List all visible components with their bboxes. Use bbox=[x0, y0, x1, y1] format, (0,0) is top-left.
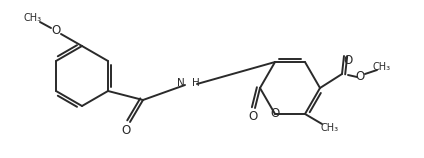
Text: O: O bbox=[51, 24, 61, 37]
Text: O: O bbox=[271, 107, 279, 121]
Text: O: O bbox=[343, 55, 353, 67]
Text: O: O bbox=[121, 124, 131, 137]
Text: H: H bbox=[192, 78, 200, 88]
Text: CH₃: CH₃ bbox=[321, 123, 339, 133]
Text: N: N bbox=[177, 78, 185, 88]
Text: O: O bbox=[355, 70, 365, 83]
Text: CH₃: CH₃ bbox=[373, 62, 391, 72]
Text: O: O bbox=[248, 110, 258, 124]
Text: CH₃: CH₃ bbox=[24, 13, 42, 23]
